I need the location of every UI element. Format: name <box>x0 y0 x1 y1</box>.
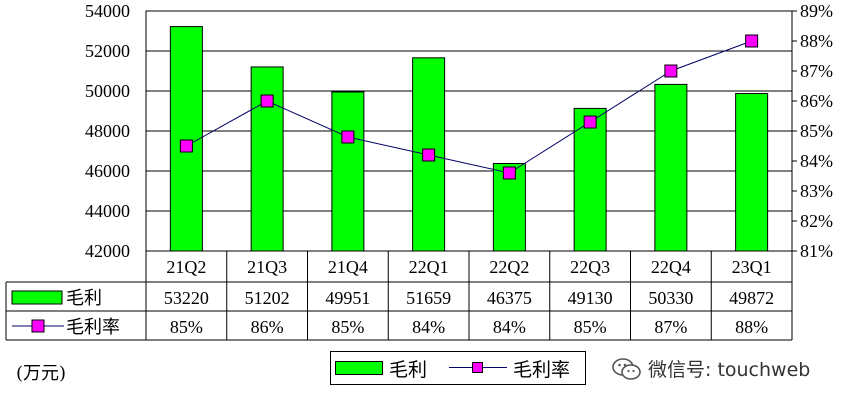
table-bar-key <box>11 290 63 305</box>
watermark: 微信号: touchweb <box>612 355 810 382</box>
margin-marker <box>341 130 355 144</box>
margin-marker <box>664 64 678 78</box>
margin-marker <box>422 148 436 162</box>
y-right-tick-label: 89% <box>800 1 833 21</box>
bar-data-label: 49130 <box>568 288 613 308</box>
line-data-label: 88% <box>735 317 768 337</box>
x-tick-label: 22Q1 <box>409 257 449 277</box>
bar <box>654 83 688 252</box>
margin-marker <box>745 34 759 48</box>
table-line-marker-key <box>31 319 45 333</box>
legend-bar-label: 毛利 <box>389 358 428 381</box>
line-data-label: 85% <box>331 317 364 337</box>
y-left-tick-label: 44000 <box>85 201 130 221</box>
margin-marker <box>260 94 274 108</box>
y-right-tick-label: 86% <box>800 91 833 111</box>
legend: 毛利 毛利率 <box>330 351 586 385</box>
y-left-tick-label: 50000 <box>85 81 130 101</box>
y-left-tick-label: 46000 <box>85 161 130 181</box>
table-line-series-name: 毛利率 <box>66 317 120 337</box>
margin-marker <box>179 139 193 153</box>
data-table: 21Q2 53220 85% 21Q3 51202 86% 21Q4 49951 85% 22Q1… <box>5 250 793 341</box>
x-tick-label: 21Q3 <box>247 257 287 277</box>
bar <box>169 26 203 252</box>
line-data-label: 84% <box>493 317 526 337</box>
line-data-label: 87% <box>654 317 687 337</box>
y-left-tick-label: 42000 <box>85 241 130 261</box>
table-bar-series-name: 毛利 <box>66 288 102 308</box>
y-left-tick-label: 52000 <box>85 41 130 61</box>
line-data-label: 85% <box>574 317 607 337</box>
unit-label: (万元) <box>16 363 67 384</box>
margin-line <box>186 40 752 174</box>
line-data-label: 86% <box>251 317 284 337</box>
x-tick-label: 22Q2 <box>489 257 529 277</box>
y-right-tick-label: 81% <box>800 241 833 261</box>
x-tick-label: 23Q1 <box>732 257 772 277</box>
y-left-tick-label: 48000 <box>85 121 130 141</box>
right-axis: 81% 82% 83% 84% 85% 86% 87% 88% 89% <box>792 1 833 261</box>
margin-marker <box>502 166 516 180</box>
bar-data-label: 46375 <box>487 288 532 308</box>
line-data-label: 84% <box>412 317 445 337</box>
y-right-tick-label: 84% <box>800 151 833 171</box>
bar-series <box>169 26 769 252</box>
y-right-tick-label: 83% <box>800 181 833 201</box>
watermark-text: 微信号: touchweb <box>648 359 811 381</box>
bar-data-label: 49872 <box>729 288 774 308</box>
bar-data-label: 53220 <box>164 288 209 308</box>
margin-marker <box>583 115 597 129</box>
bar <box>492 163 526 252</box>
legend-bar-swatch <box>335 361 383 375</box>
x-tick-label: 21Q4 <box>328 257 368 277</box>
bar-data-label: 51659 <box>406 288 451 308</box>
legend-line-swatch <box>449 358 508 378</box>
y-left-tick-label: 54000 <box>85 1 130 21</box>
left-axis: 42000 44000 46000 48000 50000 52000 54000 <box>85 1 130 261</box>
legend-line-label: 毛利率 <box>513 358 571 381</box>
y-right-tick-label: 88% <box>800 31 833 51</box>
x-tick-label: 21Q2 <box>166 257 206 277</box>
bar-data-label: 49951 <box>325 288 370 308</box>
y-right-tick-label: 87% <box>800 61 833 81</box>
x-tick-label: 22Q4 <box>651 257 691 277</box>
bar-data-label: 50330 <box>648 288 693 308</box>
x-tick-label: 22Q3 <box>570 257 610 277</box>
bar-data-label: 51202 <box>245 288 290 308</box>
y-right-tick-label: 85% <box>800 121 833 141</box>
bar <box>331 91 365 252</box>
grid-lines <box>145 10 793 252</box>
line-series <box>179 34 759 180</box>
bar <box>573 107 607 252</box>
line-data-label: 85% <box>170 317 203 337</box>
bar <box>735 93 769 252</box>
y-right-tick-label: 82% <box>800 211 833 231</box>
wechat-icon <box>612 357 641 380</box>
